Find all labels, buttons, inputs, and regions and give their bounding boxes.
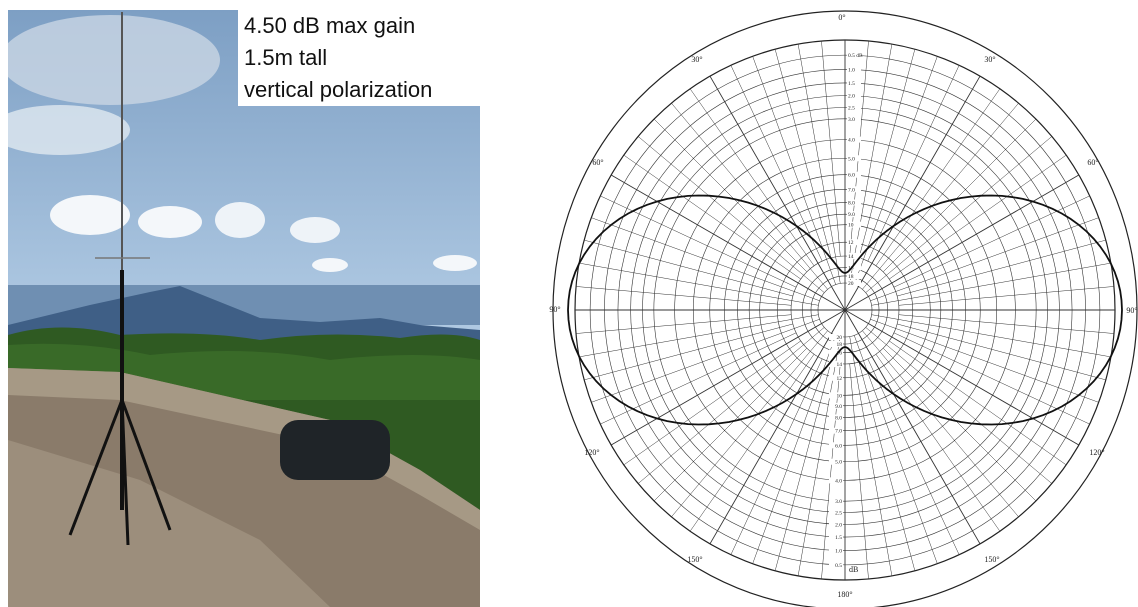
grid-spoke bbox=[690, 354, 814, 531]
scale-label: 4.0 bbox=[835, 478, 842, 484]
angle-label: 180° bbox=[837, 590, 852, 599]
grid-spoke bbox=[690, 89, 814, 266]
grid-spoke bbox=[859, 362, 915, 571]
grid-spoke bbox=[576, 315, 791, 334]
grid-spoke bbox=[845, 310, 980, 544]
scale-label: 1.5 bbox=[848, 81, 855, 87]
caption-line: 1.5m tall bbox=[244, 45, 327, 70]
grid-spoke bbox=[775, 362, 831, 571]
figure: 4.50 dB max gain 1.5m tall vertical pola… bbox=[0, 0, 1138, 607]
grid-spoke bbox=[868, 359, 959, 555]
grid-spoke bbox=[611, 175, 845, 310]
grid-spoke bbox=[624, 155, 801, 279]
grid-spoke bbox=[821, 41, 840, 256]
grid-spoke bbox=[876, 89, 1000, 266]
grid-spoke bbox=[859, 49, 915, 258]
angle-label: 90° bbox=[1126, 306, 1137, 315]
angle-label: 0° bbox=[838, 13, 845, 22]
scale-label: 20 bbox=[848, 281, 854, 287]
caption-line: 4.50 dB max gain bbox=[244, 13, 415, 38]
scale-label: 1.5 bbox=[835, 535, 842, 541]
grid-spoke bbox=[850, 364, 869, 579]
angle-label: 120° bbox=[584, 448, 599, 457]
grid-spoke bbox=[899, 286, 1114, 305]
scale-label: 14 bbox=[837, 362, 843, 368]
grid-spoke bbox=[591, 218, 819, 301]
grid-spoke bbox=[584, 240, 793, 296]
scale-label: 2.5 bbox=[835, 511, 842, 517]
scale-label: 6.0 bbox=[835, 443, 842, 449]
scale-label: 2.5 bbox=[848, 106, 855, 112]
scale-label: 6.0 bbox=[848, 173, 855, 179]
scale-label: 18 bbox=[837, 342, 843, 348]
angle-label: 30° bbox=[691, 55, 702, 64]
grid-spoke bbox=[845, 76, 980, 310]
unit-label: dB bbox=[849, 565, 858, 574]
scale-label: 7.0 bbox=[848, 187, 855, 193]
grid-spoke bbox=[775, 49, 831, 258]
scale-label: 12 bbox=[848, 240, 854, 246]
grid-spoke bbox=[710, 310, 845, 544]
grid-spoke bbox=[584, 324, 793, 380]
grid-spoke bbox=[624, 341, 801, 465]
grid-spoke bbox=[710, 76, 845, 310]
scale-label: 7.0 bbox=[835, 429, 842, 435]
grid-spoke bbox=[731, 359, 822, 555]
angle-label: 150° bbox=[687, 555, 702, 564]
scale-label: 9.0 bbox=[848, 212, 855, 218]
grid-spoke bbox=[870, 218, 1098, 301]
scale-label: 5.0 bbox=[848, 156, 855, 162]
grid-spoke bbox=[611, 310, 845, 445]
angle-label: 60° bbox=[1087, 158, 1098, 167]
scale-label: 8.0 bbox=[848, 201, 855, 207]
scale-label: 3.0 bbox=[835, 499, 842, 505]
grid-spoke bbox=[591, 319, 819, 402]
angle-label: 30° bbox=[984, 55, 995, 64]
grid-spoke bbox=[899, 315, 1114, 334]
scale-label: 2.0 bbox=[848, 94, 855, 100]
grid-spoke bbox=[876, 354, 1000, 531]
grid-spoke bbox=[889, 341, 1066, 465]
grid-spoke bbox=[731, 65, 822, 261]
grid-spoke bbox=[897, 324, 1106, 380]
scale-label: 10 bbox=[848, 223, 854, 229]
grid-spoke bbox=[868, 65, 959, 261]
angle-label: 60° bbox=[592, 158, 603, 167]
scale-label: 0.5 bbox=[835, 563, 842, 569]
angle-label: 120° bbox=[1089, 448, 1104, 457]
scale-label: 18 bbox=[848, 274, 854, 280]
scale-label: 1.0 bbox=[835, 549, 842, 555]
scale-label: 12 bbox=[837, 376, 843, 382]
scale-label: 10 bbox=[837, 393, 843, 399]
scale-label: 4.0 bbox=[848, 138, 855, 144]
scale-label: 9.0 bbox=[835, 404, 842, 410]
grid-spoke bbox=[897, 240, 1106, 296]
scale-label: 2.0 bbox=[835, 522, 842, 528]
scale-label: 1.0 bbox=[848, 67, 855, 73]
caption-line: vertical polarization bbox=[244, 77, 432, 102]
grid-spoke bbox=[889, 155, 1066, 279]
scale-label: 14 bbox=[848, 254, 854, 260]
grid-spoke bbox=[845, 175, 1079, 310]
scale-label: 0.5 dB bbox=[848, 53, 863, 59]
grid-spoke bbox=[870, 319, 1098, 402]
scale-label: 5.0 bbox=[835, 460, 842, 466]
polar-plot: 0° 30° 30° 60° 60° 90° 90° 120° 120° 150° 150° 180°… bbox=[549, 11, 1137, 607]
scale-label: 20 bbox=[837, 335, 843, 341]
angle-label: 90° bbox=[549, 305, 560, 314]
scale-label: 3.0 bbox=[848, 117, 855, 123]
grid-spoke bbox=[845, 310, 1079, 445]
grid-spoke bbox=[576, 286, 791, 305]
scale-label: 8.0 bbox=[835, 415, 842, 421]
angle-label: 150° bbox=[984, 555, 999, 564]
